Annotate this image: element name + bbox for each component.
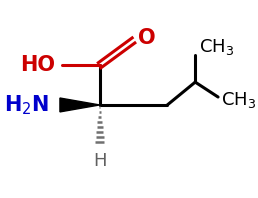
Text: CH$_3$: CH$_3$ xyxy=(221,90,257,110)
Polygon shape xyxy=(60,98,100,112)
Text: H$_2$N: H$_2$N xyxy=(4,93,49,117)
Text: H: H xyxy=(93,152,107,170)
Text: O: O xyxy=(138,29,155,49)
Text: CH$_3$: CH$_3$ xyxy=(199,37,234,57)
Text: HO: HO xyxy=(20,55,55,75)
